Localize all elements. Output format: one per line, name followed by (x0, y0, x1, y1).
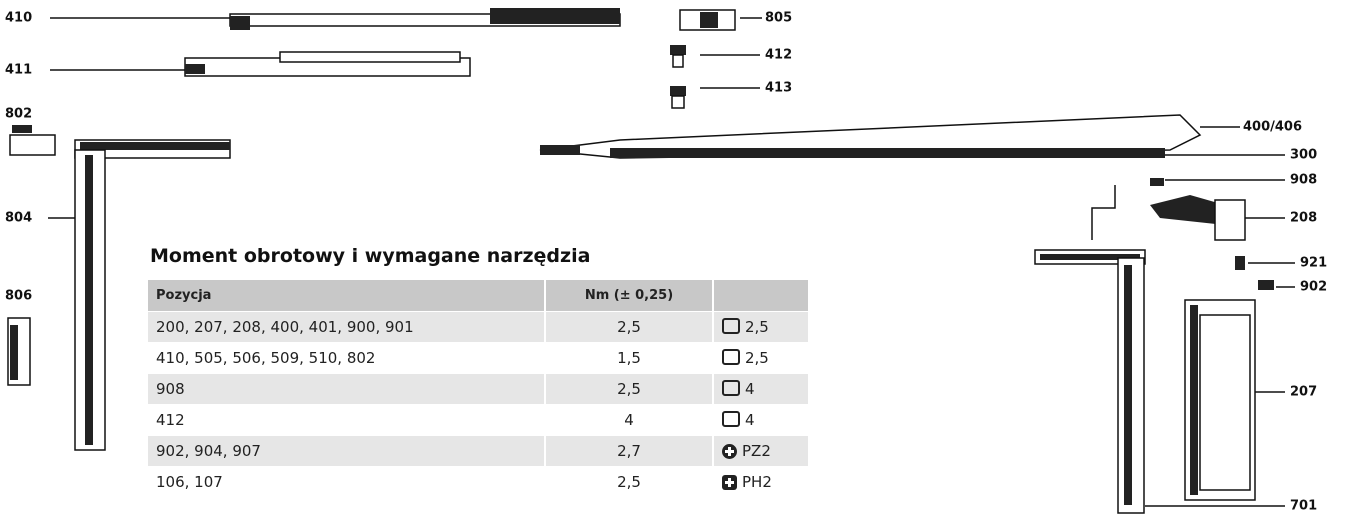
callout: 805 (765, 11, 792, 26)
tool: 4 (745, 411, 755, 429)
table-title: Moment obrotowy i wymagane narzędzia (150, 245, 590, 267)
callout: 908 (1290, 173, 1317, 188)
header-cell: Pozycja (148, 280, 545, 312)
cell: 2,5 (713, 312, 808, 343)
cell: 412 (148, 405, 545, 436)
cell: PZ2 (713, 436, 808, 467)
callout: 802 (5, 107, 32, 122)
callout: 410 (5, 11, 32, 26)
torque-table: Pozycja Nm (± 0,25) 200, 207, 208, 400, … (148, 280, 808, 498)
page: 410 411 802 804 806 805 412 413 400/406 … (0, 0, 1351, 517)
cell: 1,5 (545, 343, 713, 374)
header-cell (713, 280, 808, 312)
pozidriv-icon (722, 444, 737, 459)
cell: 2,5 (545, 312, 713, 343)
callout: 902 (1300, 280, 1327, 295)
tool: 2,5 (745, 349, 769, 367)
callout: 411 (5, 63, 32, 78)
callout: 207 (1290, 385, 1317, 400)
header-cell: Nm (± 0,25) (545, 280, 713, 312)
cell: 908 (148, 374, 545, 405)
cell: 4 (713, 374, 808, 405)
cell: 902, 904, 907 (148, 436, 545, 467)
callout: 412 (765, 48, 792, 63)
tool: 4 (745, 380, 755, 398)
hex-icon (722, 318, 740, 334)
header-row: Pozycja Nm (± 0,25) (148, 280, 808, 312)
cell: 200, 207, 208, 400, 401, 900, 901 (148, 312, 545, 343)
cell: 4 (545, 405, 713, 436)
cell: 410, 505, 506, 509, 510, 802 (148, 343, 545, 374)
callout: 806 (5, 289, 32, 304)
callout: 701 (1290, 499, 1317, 514)
hex-icon (722, 349, 740, 365)
cell: PH2 (713, 467, 808, 498)
cell: 2,5 (545, 467, 713, 498)
cell: 2,5 (545, 374, 713, 405)
tool: 2,5 (745, 318, 769, 336)
callout: 400/406 (1243, 120, 1302, 135)
cell: 2,5 (713, 343, 808, 374)
hex-icon (722, 380, 740, 396)
cell: 106, 107 (148, 467, 545, 498)
tool: PZ2 (742, 442, 771, 460)
callout: 413 (765, 81, 792, 96)
callout: 300 (1290, 148, 1317, 163)
callout: 921 (1300, 256, 1327, 271)
callout: 208 (1290, 211, 1317, 226)
callout: 804 (5, 211, 32, 226)
cell: 2,7 (545, 436, 713, 467)
hex-icon (722, 411, 740, 427)
phillips-icon (722, 475, 737, 490)
tool: PH2 (742, 473, 772, 491)
cell: 4 (713, 405, 808, 436)
